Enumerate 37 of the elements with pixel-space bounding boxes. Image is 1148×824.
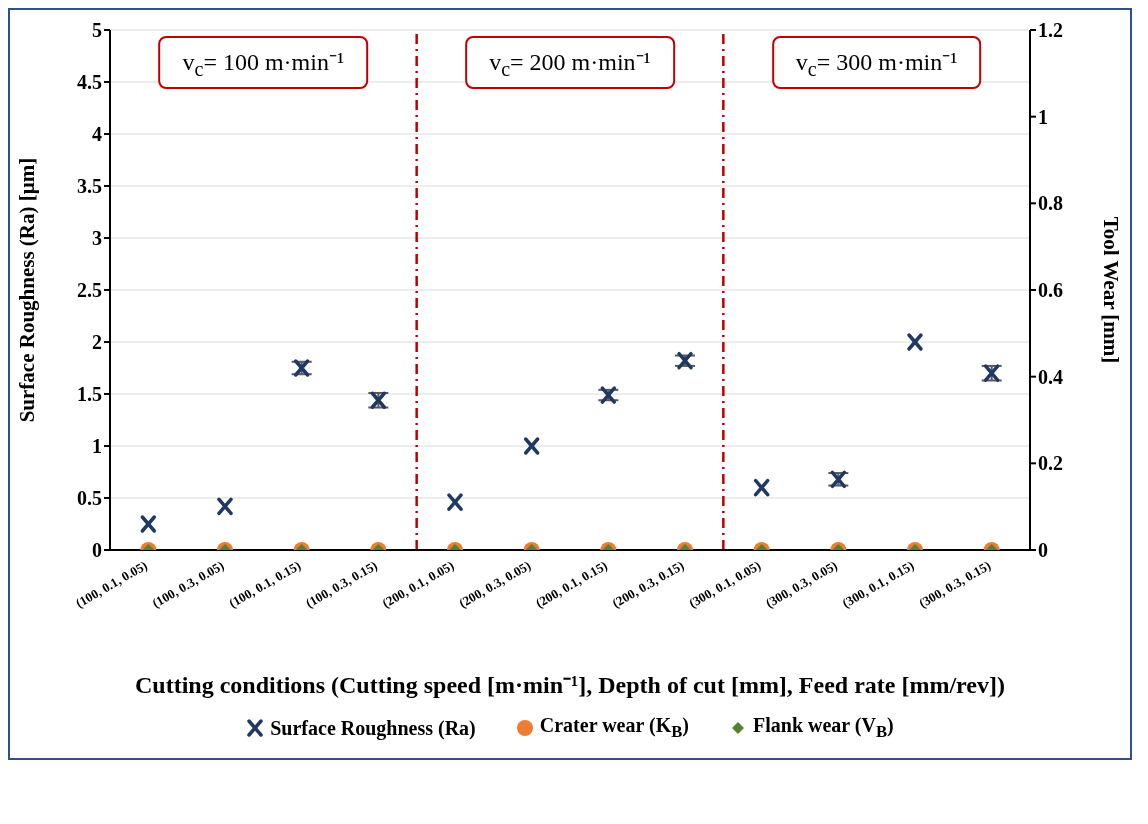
x-axis-title: Cutting conditions (Cutting speed [m·min⁻¹], Depth of cut [mm], Feed rate [mm/rev]) <box>134 671 1006 700</box>
x-tick-label: (300, 0.3, 0.05) <box>762 557 840 611</box>
y-tick-label: 4.5 <box>77 71 102 94</box>
y-tick-label: 3 <box>92 227 102 250</box>
legend-label: Surface Roughness (Ra) <box>270 716 476 740</box>
annotation: v$_{c}$= 300 m·min⁻¹ <box>771 36 982 89</box>
x-tick-label: (200, 0.3, 0.05) <box>456 557 534 611</box>
y2-axis-title: Tool Wear [mm] <box>1098 216 1123 364</box>
x-tick-label: (300, 0.1, 0.15) <box>839 557 917 611</box>
x-tick-label: (100, 0.3, 0.05) <box>149 557 227 611</box>
y-tick-label: 4 <box>92 123 102 146</box>
x-tick-label: (300, 0.1, 0.05) <box>686 557 764 611</box>
x-tick-label: (200, 0.1, 0.05) <box>379 557 457 611</box>
x-tick-label: (200, 0.1, 0.15) <box>532 557 610 611</box>
x-tick-label: (200, 0.3, 0.15) <box>609 557 687 611</box>
y2-tick-label: 0.6 <box>1038 279 1063 302</box>
y-tick-label: 0.5 <box>77 487 102 510</box>
y-tick-label: 2 <box>92 331 102 354</box>
y-tick-label: 2.5 <box>77 279 102 302</box>
legend-label: Flank wear (V$_{B}$) <box>753 714 894 742</box>
y-axis-title: Surface Roughness (Ra) [µm] <box>15 157 40 423</box>
y-tick-label: 1.5 <box>77 383 102 406</box>
y2-tick-label: 0.8 <box>1038 192 1063 215</box>
x-tick-label: (300, 0.3, 0.15) <box>916 557 994 611</box>
legend-label: Crater wear (K$_{B}$) <box>539 714 690 742</box>
y-tick-label: 1 <box>92 435 102 458</box>
annotation: v$_{c}$= 200 m·min⁻¹ <box>465 36 675 89</box>
y2-tick-label: 1.2 <box>1038 19 1063 42</box>
y2-tick-label: 1 <box>1038 105 1048 128</box>
annotation: v$_{c}$= 100 m·min⁻¹ <box>158 36 369 89</box>
x-tick-label: (100, 0.3, 0.15) <box>302 557 380 611</box>
y2-tick-label: 0.4 <box>1038 365 1063 388</box>
y-tick-label: 3.5 <box>77 175 102 198</box>
y2-tick-label: 0.2 <box>1038 452 1063 475</box>
x-tick-label: (100, 0.1, 0.15) <box>226 557 304 611</box>
y2-tick-label: 0 <box>1038 539 1048 562</box>
y-tick-label: 5 <box>92 19 102 42</box>
